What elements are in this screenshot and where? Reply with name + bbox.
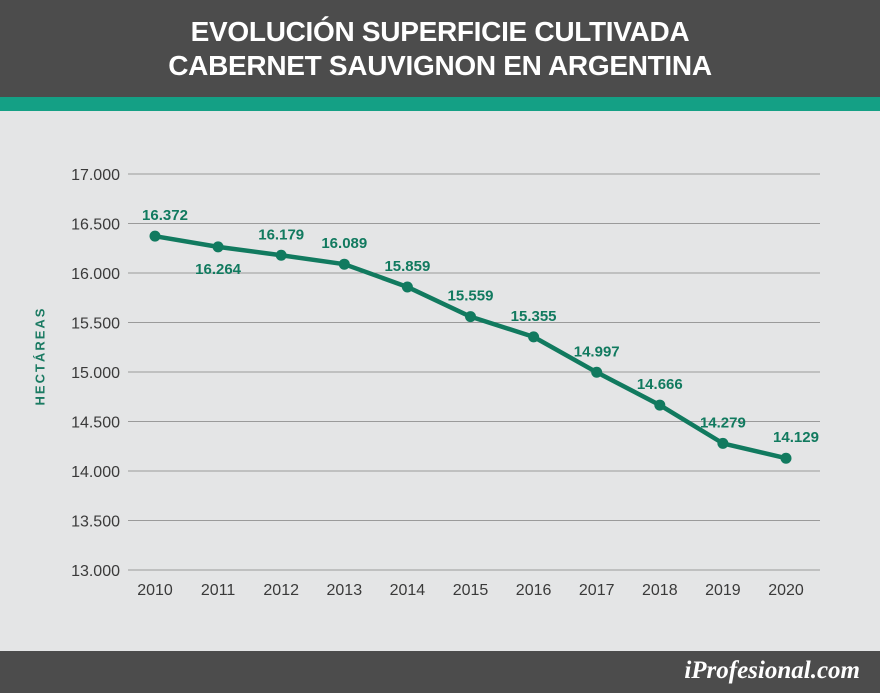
x-tick-label: 2013 [327, 582, 363, 599]
data-point [149, 230, 161, 242]
data-point [338, 258, 350, 270]
y-tick-label: 15.000 [71, 365, 120, 382]
brand-logo: iProfesional.com [684, 657, 860, 684]
series-line [152, 233, 789, 461]
data-point [212, 241, 224, 253]
data-label: 14.997 [574, 343, 620, 360]
y-tick-label: 14.000 [71, 464, 120, 481]
x-tick-label: 2012 [263, 582, 299, 599]
y-tick-label: 13.500 [71, 514, 120, 531]
data-point [654, 399, 666, 411]
data-label: 16.264 [195, 261, 242, 278]
y-tick-label: 16.000 [71, 266, 120, 283]
data-point [401, 281, 413, 293]
chart-header: EVOLUCIÓN SUPERFICIE CULTIVADA CABERNET … [0, 0, 880, 97]
data-label: 16.372 [142, 207, 188, 224]
data-point [275, 249, 287, 261]
chart-title-line-2: CABERNET SAUVIGNON EN ARGENTINA [168, 49, 712, 81]
data-label: 15.859 [384, 258, 430, 275]
x-tick-label: 2011 [201, 582, 236, 599]
line-chart: 13.000 13.500 14.000 14.500 15.000 15.500 16.0… [71, 167, 820, 599]
data-label: 16.179 [258, 226, 304, 243]
x-tick-label: 2017 [579, 582, 615, 599]
data-label: 14.129 [773, 429, 819, 446]
data-point [528, 331, 540, 343]
data-point [591, 366, 603, 378]
x-tick-label: 2015 [453, 582, 489, 599]
footer-bar: iProfesional.com [0, 651, 880, 693]
chart-title-line-1: EVOLUCIÓN SUPERFICIE CULTIVADA [190, 15, 690, 47]
x-tick-label: 2014 [390, 582, 426, 599]
data-point [465, 311, 476, 323]
y-tick-label: 15.500 [71, 316, 120, 333]
accent-bar [0, 97, 880, 111]
x-tick-label: 2020 [768, 582, 804, 599]
data-label: 16.089 [321, 235, 367, 252]
data-point [717, 437, 729, 449]
data-label: 15.559 [448, 288, 494, 305]
data-point [780, 452, 792, 464]
data-label: 14.666 [637, 376, 683, 393]
y-tick-label: 17.000 [71, 167, 120, 184]
data-label: 15.355 [511, 308, 557, 325]
data-label: 14.279 [700, 414, 746, 431]
y-tick-label: 13.000 [71, 563, 120, 580]
x-tick-label: 2018 [642, 582, 678, 599]
y-axis-label: HECTÁREAS [32, 306, 48, 406]
plot-area [0, 111, 880, 651]
y-tick-label: 16.500 [71, 217, 120, 234]
y-tick-label: 14.500 [71, 415, 120, 432]
x-tick-label: 2010 [137, 582, 173, 599]
x-tick-label: 2019 [705, 582, 741, 599]
x-tick-label: 2016 [516, 582, 552, 599]
